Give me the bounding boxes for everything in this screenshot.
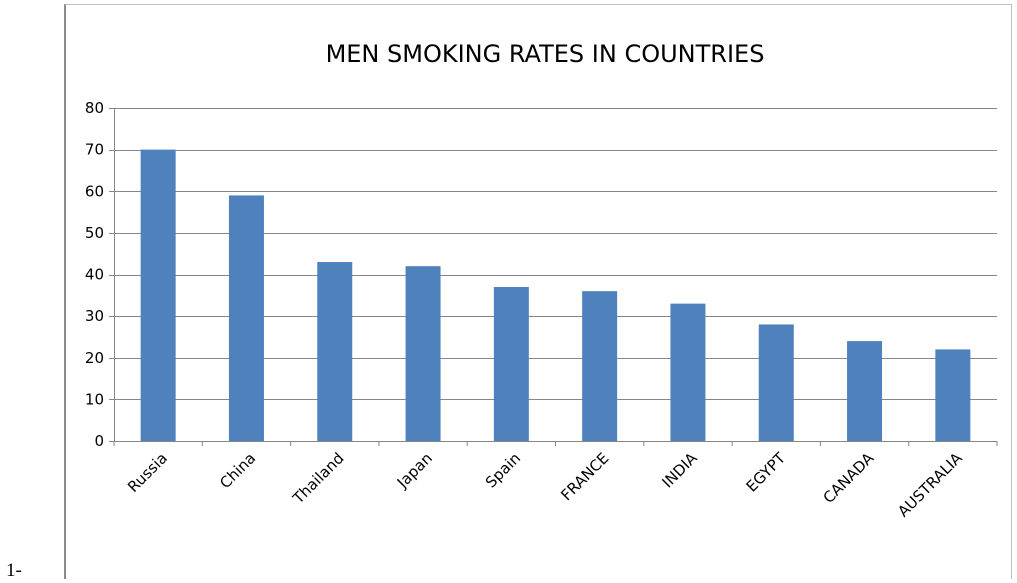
bar-canada xyxy=(847,341,883,441)
bar-china xyxy=(228,195,264,441)
x-tick-label: EGYPT xyxy=(743,449,790,496)
x-tick-label: FRANCE xyxy=(557,449,612,504)
x-tick-label: CANADA xyxy=(820,449,878,507)
bar-egypt xyxy=(758,324,794,441)
y-tick-label: 30 xyxy=(85,307,104,325)
chart-title: MEN SMOKING RATES IN COUNTRIES xyxy=(326,40,765,68)
x-tick-label: Thailand xyxy=(289,449,348,508)
bar-thailand xyxy=(317,262,353,441)
y-tick-label: 40 xyxy=(85,266,104,284)
y-tick-label: 60 xyxy=(85,182,104,200)
bar-spain xyxy=(493,286,529,441)
bar-australia xyxy=(935,349,971,441)
x-axis-labels: Russia China Thailand Japan Spain FRANCE INDIA… xyxy=(124,449,966,521)
y-tick-label: 0 xyxy=(94,432,104,450)
y-tick-label: 50 xyxy=(85,224,104,242)
bar-india xyxy=(670,303,706,441)
x-tick-label: INDIA xyxy=(658,449,701,492)
list-marker: 1- xyxy=(6,560,22,581)
y-tick-label: 10 xyxy=(85,390,104,408)
x-tick-label: Japan xyxy=(393,449,436,492)
x-tick-label: Russia xyxy=(124,449,171,496)
x-tick-label: AUSTRALIA xyxy=(894,449,966,521)
bar-france xyxy=(582,291,618,441)
x-tick-label: China xyxy=(216,449,259,492)
y-tick-label: 20 xyxy=(85,349,104,367)
bar-japan xyxy=(405,266,441,441)
y-axis-labels: 0 10 20 30 40 50 60 70 80 xyxy=(85,99,104,450)
bars xyxy=(140,149,971,441)
y-tick-label: 70 xyxy=(85,141,104,159)
bar-russia xyxy=(140,149,176,441)
y-tick-label: 80 xyxy=(85,99,104,117)
chart-frame xyxy=(64,4,1012,579)
x-tick-label: Spain xyxy=(482,449,524,491)
